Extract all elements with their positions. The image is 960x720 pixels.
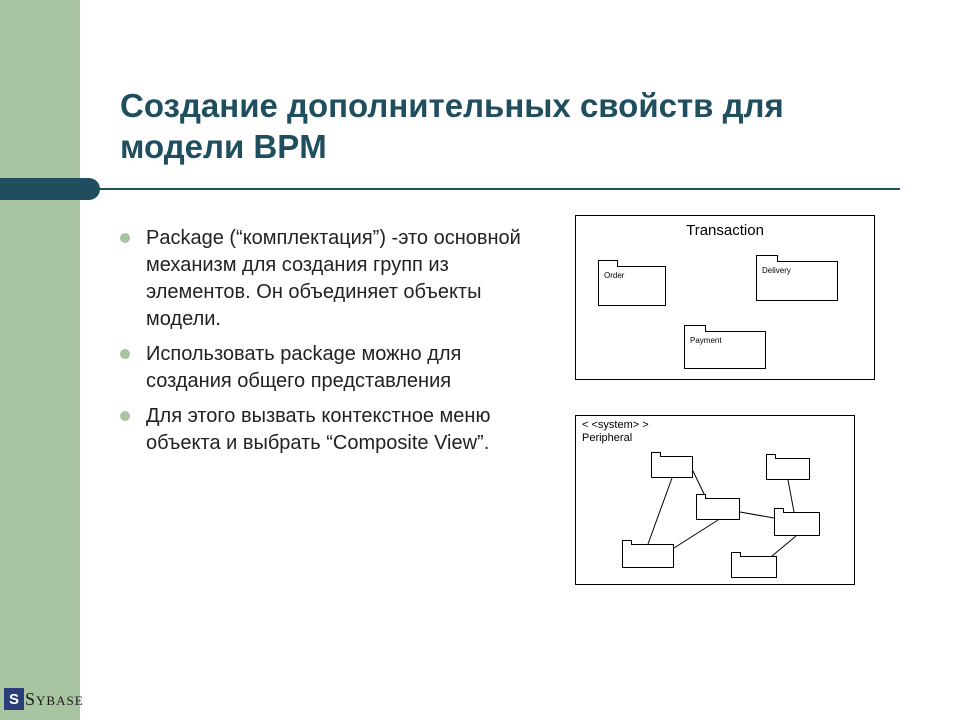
transaction-diagram: Transaction Order Delivery Payment (575, 215, 875, 380)
folder-icon: Delivery (756, 261, 838, 301)
figures-column: Transaction Order Delivery Payment < <syst… (575, 215, 905, 620)
slide-title: Создание дополнительных свойств для моде… (120, 85, 900, 168)
bullet-dot-icon (120, 349, 130, 359)
bullet-dot-icon (120, 233, 130, 243)
bullet-text: Для этого вызвать контекстное меню объек… (146, 403, 540, 457)
slide-title-block: Создание дополнительных свойств для моде… (120, 85, 900, 168)
folder-label: Payment (690, 336, 722, 345)
title-underline (80, 188, 900, 190)
uml-box-icon (651, 456, 693, 478)
uml-box-icon (731, 556, 777, 578)
system-diagram: < <system> > Peripheral (575, 415, 855, 585)
folder-label: Order (604, 271, 624, 280)
bullet-item: Использовать package можно для создания … (120, 341, 540, 395)
folder-icon: Order (598, 266, 666, 306)
bullet-item: Package (“комплектация”) -это основной м… (120, 225, 540, 333)
bullet-list: Package (“комплектация”) -это основной м… (120, 225, 540, 465)
sybase-logo: S Sybase (4, 688, 84, 710)
folder-label: Delivery (762, 266, 791, 275)
logo-mark-icon: S (4, 688, 24, 710)
stereotype-label: < <system> > (582, 419, 649, 431)
bullet-item: Для этого вызвать контекстное меню объек… (120, 403, 540, 457)
uml-box-icon (696, 498, 740, 520)
uml-box-icon (774, 512, 820, 536)
folder-icon: Payment (684, 331, 766, 369)
uml-box-icon (622, 544, 674, 568)
diagram-title: Transaction (576, 222, 874, 239)
uml-box-icon (766, 458, 810, 480)
bullet-text: Package (“комплектация”) -это основной м… (146, 225, 540, 333)
title-accent-bar (0, 178, 100, 200)
package-label: Peripheral (582, 432, 632, 444)
bullet-dot-icon (120, 411, 130, 421)
diagram2-header: < <system> > Peripheral (582, 419, 649, 445)
sidebar-strip (0, 0, 80, 720)
bullet-text: Использовать package можно для создания … (146, 341, 540, 395)
logo-text: Sybase (25, 689, 84, 710)
